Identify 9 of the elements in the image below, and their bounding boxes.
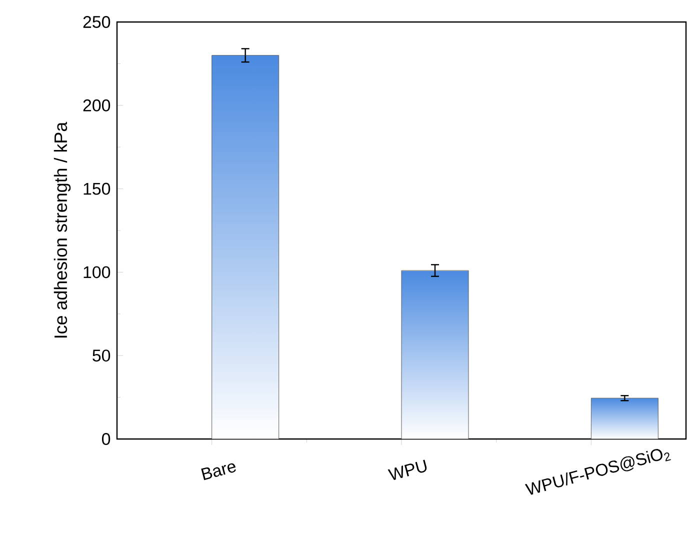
y-tick-label: 200 (83, 99, 110, 112)
y-tick-label: 150 (84, 182, 110, 195)
y-tick-label: 250 (83, 16, 110, 28)
y-tick-label: 0 (102, 432, 110, 445)
x-tick-label: WPU (388, 460, 427, 480)
y-tick-label: 100 (84, 266, 110, 278)
y-axis-title: Ice adhesion strength / kPa (54, 122, 71, 338)
x-tick-label: Bare (201, 463, 236, 480)
y-tick-label: 50 (92, 350, 110, 362)
